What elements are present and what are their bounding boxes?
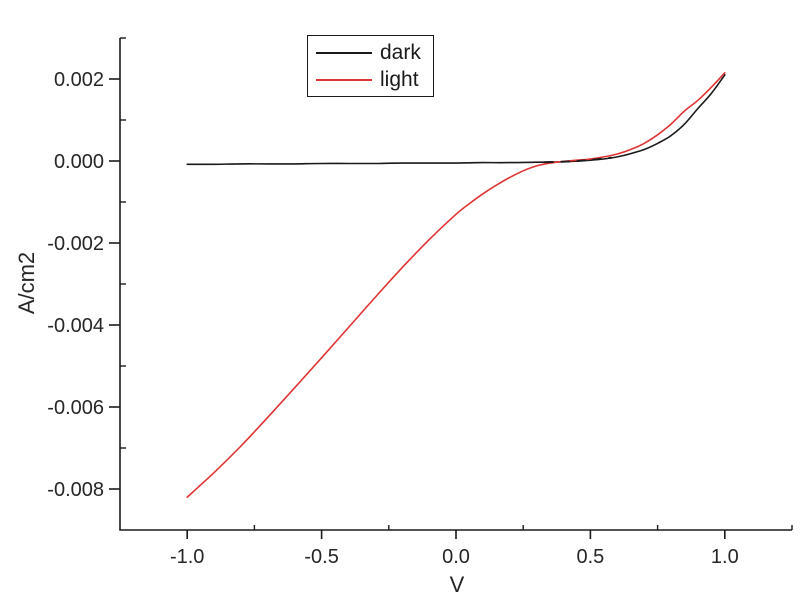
overlap-dashes xyxy=(544,156,612,164)
legend: dark light xyxy=(307,35,434,97)
legend-entry-dark: dark xyxy=(308,42,433,63)
x-tick-label: -0.5 xyxy=(304,546,338,568)
x-tick-label: 0.5 xyxy=(576,546,604,568)
x-tick-label: 0.0 xyxy=(442,546,470,568)
legend-dark-label: dark xyxy=(380,41,421,64)
axes-lines xyxy=(119,38,792,531)
legend-light-line-icon xyxy=(316,78,372,81)
legend-dark-line-icon xyxy=(316,51,372,54)
legend-light-label: light xyxy=(380,68,419,91)
series-dark-curve xyxy=(186,74,726,166)
y-tick-label: -0.004 xyxy=(47,315,104,337)
y-tick-label: -0.006 xyxy=(47,397,104,419)
y-tick-label: -0.008 xyxy=(47,479,104,501)
y-axis-title: A/cm2 xyxy=(14,251,39,315)
legend-entry-light: light xyxy=(308,69,433,90)
series-light-curve xyxy=(186,72,726,498)
y-tick-label: 0.000 xyxy=(54,151,104,173)
y-tick-label: 0.002 xyxy=(54,69,104,91)
x-tick-label: 1.0 xyxy=(711,546,739,568)
y-tick-label: -0.002 xyxy=(47,233,104,255)
x-tick-label: -1.0 xyxy=(170,546,204,568)
x-axis-title: V xyxy=(449,572,465,597)
